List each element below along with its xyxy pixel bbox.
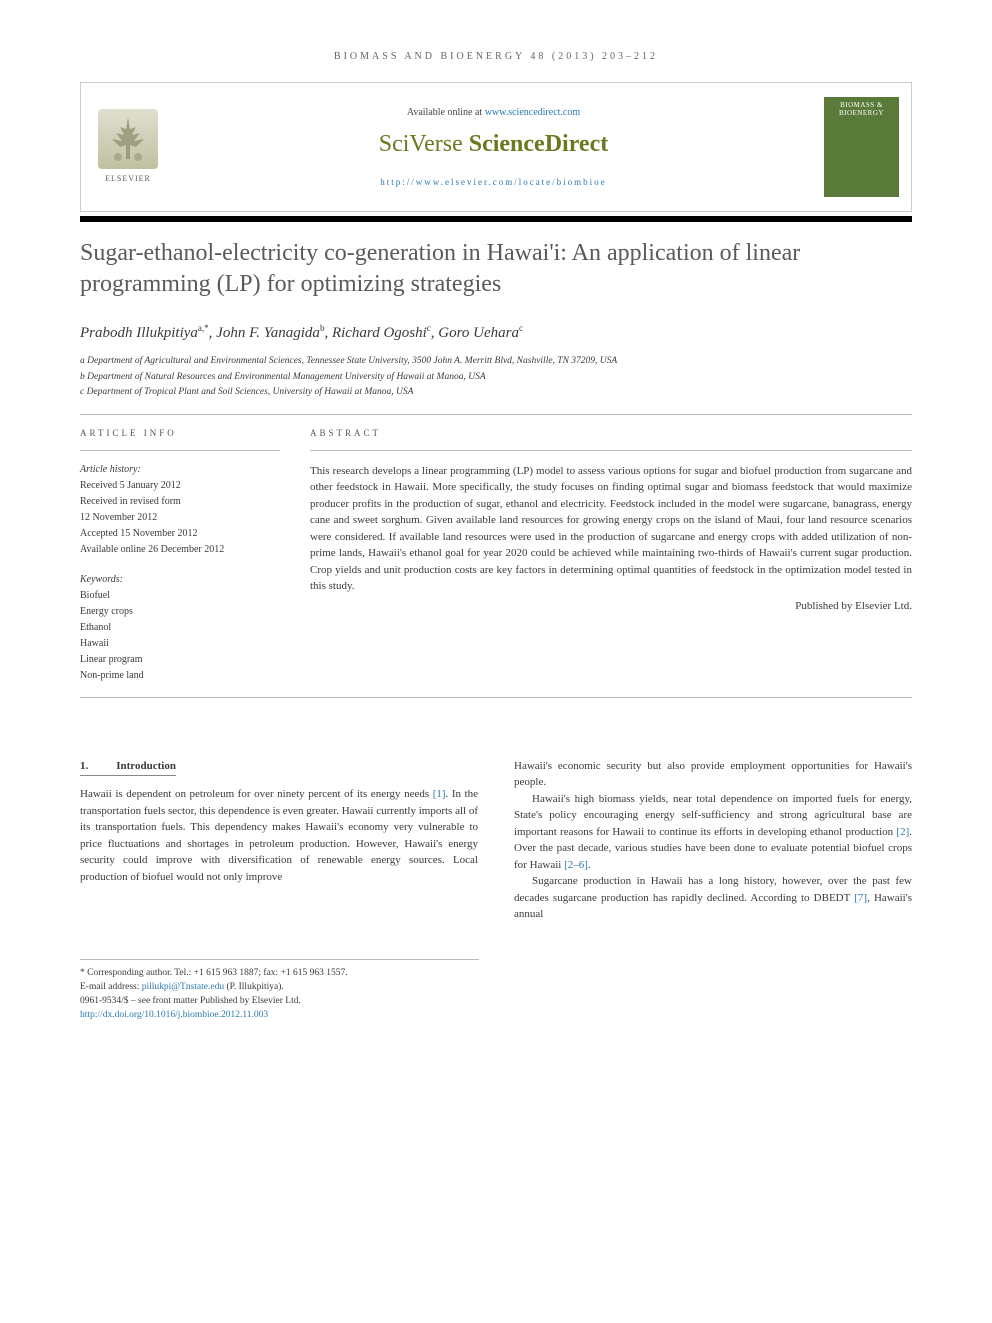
divider	[310, 450, 912, 451]
cover-title: BIOMASS & BIOENERGY	[828, 101, 895, 118]
sciverse-brand: SciVerse ScienceDirect	[163, 128, 824, 162]
body-column-left: 1. Introduction Hawaii is dependent on pe…	[80, 758, 478, 923]
affiliation: c Department of Tropical Plant and Soil …	[80, 385, 912, 400]
keyword: Energy crops	[80, 605, 280, 619]
citation-link[interactable]: [2–6]	[564, 859, 588, 871]
email-link[interactable]: pillukpi@Tnstate.edu	[142, 982, 224, 992]
body-paragraph: Hawaii's high biomass yields, near total…	[514, 791, 912, 874]
history-item: Available online 26 December 2012	[80, 543, 280, 557]
email-label: E-mail address:	[80, 982, 142, 992]
doi-link[interactable]: http://dx.doi.org/10.1016/j.biombioe.201…	[80, 1008, 479, 1022]
author: Goro Ueharac	[438, 325, 523, 341]
citation-link[interactable]: [7]	[854, 892, 867, 904]
article-info-column: ARTICLE INFO Article history: Received 5…	[80, 427, 280, 685]
corresponding-line: * Corresponding author. Tel.: +1 615 963…	[80, 966, 479, 980]
elsevier-tree-icon	[98, 109, 158, 169]
brand-light: SciVerse	[379, 131, 469, 157]
affiliation: a Department of Agricultural and Environ…	[80, 354, 912, 369]
body-paragraph: Hawaii's economic security but also prov…	[514, 758, 912, 791]
keyword: Non-prime land	[80, 669, 280, 683]
history-item: Received 5 January 2012	[80, 479, 280, 493]
journal-banner: ELSEVIER Available online at www.science…	[80, 82, 912, 212]
author: Prabodh Illukpitiyaa,*	[80, 325, 209, 341]
elsevier-text: ELSEVIER	[105, 173, 151, 184]
journal-locate-link[interactable]: http://www.elsevier.com/locate/biombioe	[163, 176, 824, 189]
author-list: Prabodh Illukpitiyaa,*, John F. Yanagida…	[80, 322, 912, 344]
article-title: Sugar-ethanol-electricity co-generation …	[80, 238, 912, 300]
affiliation: b Department of Natural Resources and En…	[80, 370, 912, 385]
keyword: Hawaii	[80, 637, 280, 651]
article-info-heading: ARTICLE INFO	[80, 427, 280, 440]
journal-cover-thumbnail: BIOMASS & BIOENERGY	[824, 97, 899, 197]
info-abstract-row: ARTICLE INFO Article history: Received 5…	[80, 427, 912, 685]
keywords-label: Keywords:	[80, 573, 280, 587]
abstract-publisher: Published by Elsevier Ltd.	[310, 599, 912, 614]
history-item: Received in revised form	[80, 495, 280, 509]
history-item: 12 November 2012	[80, 511, 280, 525]
issn-line: 0961-9534/$ – see front matter Published…	[80, 994, 479, 1008]
abstract-heading: ABSTRACT	[310, 427, 912, 440]
body-paragraph: Sugarcane production in Hawaii has a lon…	[514, 873, 912, 923]
body-columns: 1. Introduction Hawaii is dependent on pe…	[80, 758, 912, 923]
title-rule	[80, 216, 912, 222]
email-line: E-mail address: pillukpi@Tnstate.edu (P.…	[80, 980, 479, 994]
abstract-text: This research develops a linear programm…	[310, 463, 912, 595]
elsevier-logo: ELSEVIER	[93, 109, 163, 184]
abstract-column: ABSTRACT This research develops a linear…	[310, 427, 912, 685]
affiliation-list: a Department of Agricultural and Environ…	[80, 354, 912, 400]
citation-link[interactable]: [2]	[896, 826, 909, 838]
divider	[80, 697, 912, 698]
divider	[80, 414, 912, 415]
author: Richard Ogoshic	[332, 325, 431, 341]
corresponding-author-footer: * Corresponding author. Tel.: +1 615 963…	[80, 959, 479, 1023]
section-title: Introduction	[116, 760, 176, 772]
available-prefix: Available online at	[407, 107, 485, 118]
body-column-right: Hawaii's economic security but also prov…	[514, 758, 912, 923]
running-header: BIOMASS AND BIOENERGY 48 (2013) 203–212	[80, 50, 912, 64]
keyword: Linear program	[80, 653, 280, 667]
corr-tel: Tel.: +1 615 963 1887; fax: +1 615 963 1…	[172, 968, 348, 978]
corr-label: * Corresponding author.	[80, 968, 172, 978]
history-item: Accepted 15 November 2012	[80, 527, 280, 541]
available-online-text: Available online at www.sciencedirect.co…	[163, 106, 824, 120]
keyword: Biofuel	[80, 589, 280, 603]
brand-bold: ScienceDirect	[469, 131, 609, 157]
citation-link[interactable]: [1]	[433, 788, 446, 800]
section-number: 1.	[80, 760, 88, 772]
author: John F. Yanagidab	[216, 325, 324, 341]
history-label: Article history:	[80, 463, 280, 477]
body-paragraph: Hawaii is dependent on petroleum for ove…	[80, 786, 478, 885]
sciencedirect-link[interactable]: www.sciencedirect.com	[485, 107, 580, 118]
email-suffix: (P. Illukpitiya).	[224, 982, 284, 992]
keyword: Ethanol	[80, 621, 280, 635]
banner-center: Available online at www.sciencedirect.co…	[163, 106, 824, 188]
section-heading: 1. Introduction	[80, 758, 176, 777]
divider	[80, 450, 280, 451]
